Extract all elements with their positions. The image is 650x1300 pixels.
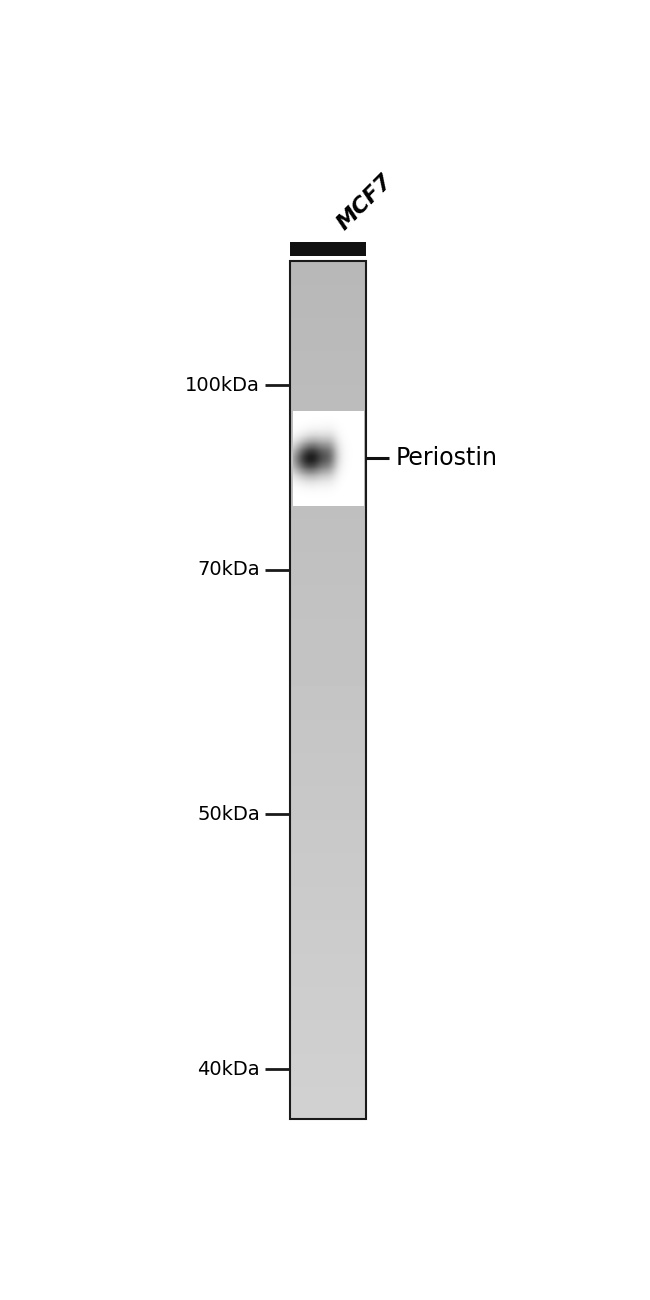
Text: Periostin: Periostin <box>396 446 498 471</box>
Text: 70kDa: 70kDa <box>198 560 260 580</box>
Text: MCF7: MCF7 <box>333 172 396 234</box>
Text: 40kDa: 40kDa <box>198 1060 260 1079</box>
Text: 50kDa: 50kDa <box>198 805 260 824</box>
Bar <box>291 261 366 1119</box>
Bar <box>291 242 366 256</box>
Text: 100kDa: 100kDa <box>185 376 260 395</box>
